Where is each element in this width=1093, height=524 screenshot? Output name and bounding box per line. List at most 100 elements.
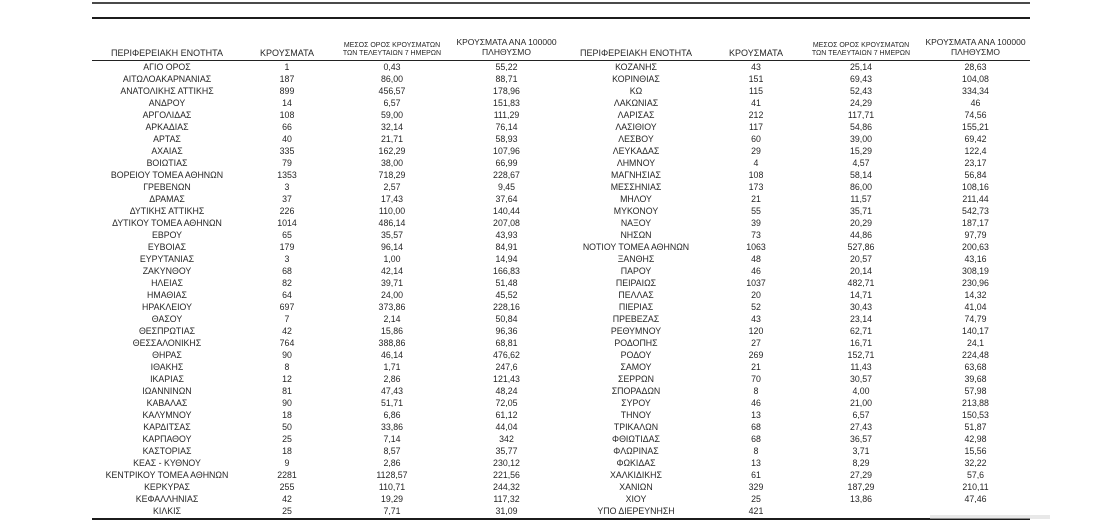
avg-7day-cell: 6,86 [383, 410, 401, 420]
region-cell: ΛΑΡΙΣΑΣ [617, 110, 655, 120]
region-cell: ΘΗΡΑΣ [152, 350, 182, 360]
avg-7day-cell: 8,29 [852, 458, 870, 468]
per-100k-cell: 111,29 [493, 110, 520, 120]
region-cell: ΔΡΑΜΑΣ [149, 194, 185, 204]
cases-cell: 41 [751, 98, 761, 108]
cases-cell: 12 [282, 374, 292, 384]
avg-7day-cell: 1,71 [383, 362, 401, 372]
avg-7day-cell: 20,29 [849, 218, 872, 228]
per-100k-cell: 55,22 [495, 62, 518, 72]
table-row: ΚΕΡΚΥΡΑΣ 255 110,71 244,32 [92, 481, 561, 493]
table-row: ΕΥΡΥΤΑΝΙΑΣ 3 1,00 14,94 [92, 253, 561, 265]
region-cell: ΑΝΔΡΟΥ [148, 98, 186, 108]
region-cell: ΠΑΡΟΥ [620, 266, 652, 276]
region-cell: ΡΕΘΥΜΝΟΥ [610, 326, 662, 336]
per-100k-cell: 97,79 [964, 230, 987, 240]
header-cases: ΚΡΟΥΣΜΑΤΑ [260, 47, 314, 58]
header-cases-per-100k-line2: ΠΛΗΘΥΣΜΟ [951, 47, 1000, 58]
region-cell: ΔΥΤΙΚΗΣ ΑΤΤΙΚΗΣ [129, 206, 205, 216]
cases-cell: 329 [748, 482, 764, 492]
cases-cell: 21 [751, 194, 761, 204]
table-row: ΚΟΖΑΝΗΣ 43 25,14 28,63 [561, 61, 1030, 73]
region-cell: ΚΑΡΔΙΤΣΑΣ [143, 422, 191, 432]
cases-cell: 68 [751, 422, 761, 432]
cases-cell: 46 [751, 398, 761, 408]
cases-cell: 226 [279, 206, 295, 216]
table-row: ΕΥΒΟΙΑΣ 179 96,14 84,91 [92, 241, 561, 253]
region-cell: ΑΙΤΩΛΟΑΚΑΡΝΑΝΙΑΣ [122, 74, 212, 84]
table-row: ΙΚΑΡΙΑΣ 12 2,86 121,43 [92, 373, 561, 385]
per-100k-cell: 28,63 [964, 62, 987, 72]
per-100k-cell: 23,17 [964, 158, 987, 168]
region-cell: ΠΕΛΛΑΣ [618, 290, 654, 300]
per-100k-cell: 107,96 [493, 146, 520, 156]
avg-7day-cell: 718,29 [378, 170, 406, 180]
per-100k-cell: 140,44 [493, 206, 520, 216]
cases-cell: 269 [748, 350, 764, 360]
table-row: ΚΟΡΙΝΘΙΑΣ 151 69,43 104,08 [561, 73, 1030, 85]
per-100k-cell: 46 [970, 98, 981, 108]
region-cell: ΞΑΝΘΗΣ [617, 254, 655, 264]
regional-table-left: ΠΕΡΙΦΕΡΕΙΑΚΗ ΕΝΟΤΗΤΑ ΚΡΟΥΣΜΑΤΑ ΜΕΣΟΣ ΟΡΟ… [92, 20, 561, 517]
cases-cell: 29 [751, 146, 761, 156]
table-row: ΚΑΡΠΑΘΟΥ 25 7,14 342 [92, 433, 561, 445]
cases-cell: 421 [748, 506, 764, 516]
avg-7day-cell: 27,43 [849, 422, 872, 432]
per-100k-cell: 213,88 [962, 398, 989, 408]
table-row: ΜΥΚΟΝΟΥ 55 35,71 542,73 [561, 205, 1030, 217]
cases-cell: 42 [282, 494, 292, 504]
avg-7day-cell: 16,71 [849, 338, 872, 348]
per-100k-cell: 228,16 [493, 302, 520, 312]
table-row: ΡΟΔΟΠΗΣ 27 16,71 24,1 [561, 337, 1030, 349]
per-100k-cell: 35,77 [495, 446, 518, 456]
header-regional-unit: ΠΕΡΙΦΕΡΕΙΑΚΗ ΕΝΟΤΗΤΑ [110, 47, 224, 58]
table-row: ΗΛΕΙΑΣ 82 39,71 51,48 [92, 277, 561, 289]
bottom-edge-artifact [930, 515, 1050, 519]
avg-7day-cell: 30,43 [849, 302, 872, 312]
cases-cell: 37 [282, 194, 292, 204]
avg-7day-cell: 47,43 [380, 386, 403, 396]
region-cell: ΦΛΩΡΙΝΑΣ [613, 446, 659, 456]
cases-cell: 108 [748, 170, 764, 180]
region-cell: ΝΗΣΩΝ [620, 230, 652, 240]
avg-7day-cell: 117,71 [847, 110, 875, 120]
table-row: ΗΡΑΚΛΕΙΟΥ 697 373,86 228,16 [92, 301, 561, 313]
cases-cell: 64 [282, 290, 292, 300]
per-100k-cell: 140,17 [962, 326, 989, 336]
region-cell: ΜΗΛΟΥ [620, 194, 652, 204]
table-row: ΔΥΤΙΚΟΥ ΤΟΜΕΑ ΑΘΗΝΩΝ 1014 486,14 207,08 [92, 217, 561, 229]
per-100k-cell: 32,22 [964, 458, 987, 468]
table-row: ΤΡΙΚΑΛΩΝ 68 27,43 51,87 [561, 421, 1030, 433]
cases-cell: 39 [751, 218, 761, 228]
region-cell: ΒΟΡΕΙΟΥ ΤΟΜΕΑ ΑΘΗΝΩΝ [110, 170, 224, 180]
region-cell: ΧΑΛΚΙΔΙΚΗΣ [610, 470, 662, 480]
per-100k-cell: 151,83 [493, 98, 520, 108]
header-cases-per-100k: ΚΡΟΥΣΜΑΤΑ ΑΝΑ 100000 ΠΛΗΘΥΣΜΟ [921, 38, 1030, 60]
header-cases: ΚΡΟΥΣΜΑΤΑ [729, 47, 783, 58]
cases-cell: 27 [751, 338, 761, 348]
region-cell: ΡΟΔΟΥ [620, 350, 652, 360]
region-cell: ΚΟΖΑΝΗΣ [615, 62, 657, 72]
region-cell: ΜΥΚΟΝΟΥ [613, 206, 659, 216]
table-row: ΠΕΙΡΑΙΩΣ 1037 482,71 230,96 [561, 277, 1030, 289]
cases-cell: 52 [751, 302, 761, 312]
cases-cell: 21 [751, 362, 761, 372]
region-cell: ΗΜΑΘΙΑΣ [147, 290, 187, 300]
avg-7day-cell: 36,57 [849, 434, 872, 444]
region-cell: ΣΠΟΡΑΔΩΝ [611, 386, 661, 396]
avg-7day-cell: 59,00 [380, 110, 403, 120]
per-100k-cell: 200,63 [962, 242, 989, 252]
table-row: ΥΠΟ ΔΙΕΡΕΥΝΗΣΗ 421 [561, 505, 1030, 517]
cases-cell: 899 [279, 86, 295, 96]
per-100k-cell: 45,52 [495, 290, 518, 300]
per-100k-cell: 542,73 [962, 206, 989, 216]
cases-cell: 81 [282, 386, 292, 396]
region-cell: ΚΙΛΚΙΣ [153, 506, 181, 516]
per-100k-cell: 228,67 [493, 170, 520, 180]
per-100k-cell: 48,24 [495, 386, 518, 396]
avg-7day-cell: 486,14 [378, 218, 406, 228]
avg-7day-cell: 2,14 [383, 314, 401, 324]
avg-7day-cell: 32,14 [380, 122, 403, 132]
cases-cell: 8 [753, 386, 759, 396]
